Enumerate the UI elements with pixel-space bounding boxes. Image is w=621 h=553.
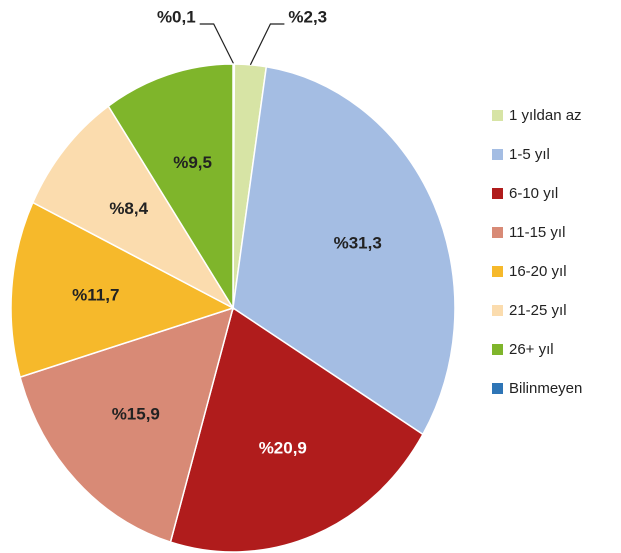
legend-swatch — [492, 266, 503, 277]
legend-label: 1-5 yıl — [509, 146, 550, 163]
slice-value-label: %8,4 — [109, 199, 148, 218]
legend-item-1-5-y-l: 1-5 yıl — [492, 135, 582, 174]
slice-value-label: %31,3 — [334, 233, 382, 252]
legend-item-bilinmeyen: Bilinmeyen — [492, 369, 582, 408]
legend-label: 1 yıldan az — [509, 107, 582, 124]
legend-swatch — [492, 149, 503, 160]
legend-item-26-y-l: 26+ yıl — [492, 330, 582, 369]
pie-slice-1-5-y-l — [232, 65, 456, 436]
legend-swatch — [492, 227, 503, 238]
legend-label: 6-10 yıl — [509, 185, 559, 202]
legend: 1 yıldan az 1-5 yıl 6-10 yıl 11-15 yıl 16-20… — [492, 96, 582, 408]
slice-value-label: %9,5 — [173, 153, 212, 172]
leader-line — [199, 23, 235, 65]
legend-swatch — [492, 188, 503, 199]
legend-label: Bilinmeyen — [509, 380, 583, 397]
pie-slice-11-15-y-l — [19, 306, 235, 544]
legend-item-6-10-y-l: 6-10 yıl — [492, 174, 582, 213]
pie-slice-26-y-l — [107, 63, 234, 311]
legend-label: 16-20 yıl — [509, 263, 567, 280]
legend-swatch — [492, 344, 503, 355]
legend-swatch — [492, 383, 503, 394]
pie-slice-6-10-y-l — [169, 306, 424, 553]
legend-label: 11-15 yıl — [509, 224, 566, 241]
legend-swatch — [492, 305, 503, 316]
legend-swatch — [492, 110, 503, 121]
legend-item-1-y-ldan-az: 1 yıldan az — [492, 96, 582, 135]
slice-value-label: %15,9 — [112, 405, 160, 424]
slice-value-label: %11,7 — [72, 285, 119, 304]
legend-item-16-20-y-l: 16-20 yıl — [492, 252, 582, 291]
pie-slice-16-20-y-l — [10, 201, 235, 379]
legend-label: 26+ yıl — [509, 341, 554, 358]
slice-value-label: %0,1 — [157, 7, 196, 26]
slice-value-label: %20,9 — [259, 438, 307, 457]
legend-label: 21-25 yıl — [509, 302, 567, 319]
legend-item-11-15-y-l: 11-15 yıl — [492, 213, 582, 252]
leader-line — [249, 23, 285, 66]
pie-slice-21-25-y-l — [31, 105, 236, 310]
legend-item-21-25-y-l: 21-25 yıl — [492, 291, 582, 330]
slice-value-label: %2,3 — [288, 7, 327, 26]
